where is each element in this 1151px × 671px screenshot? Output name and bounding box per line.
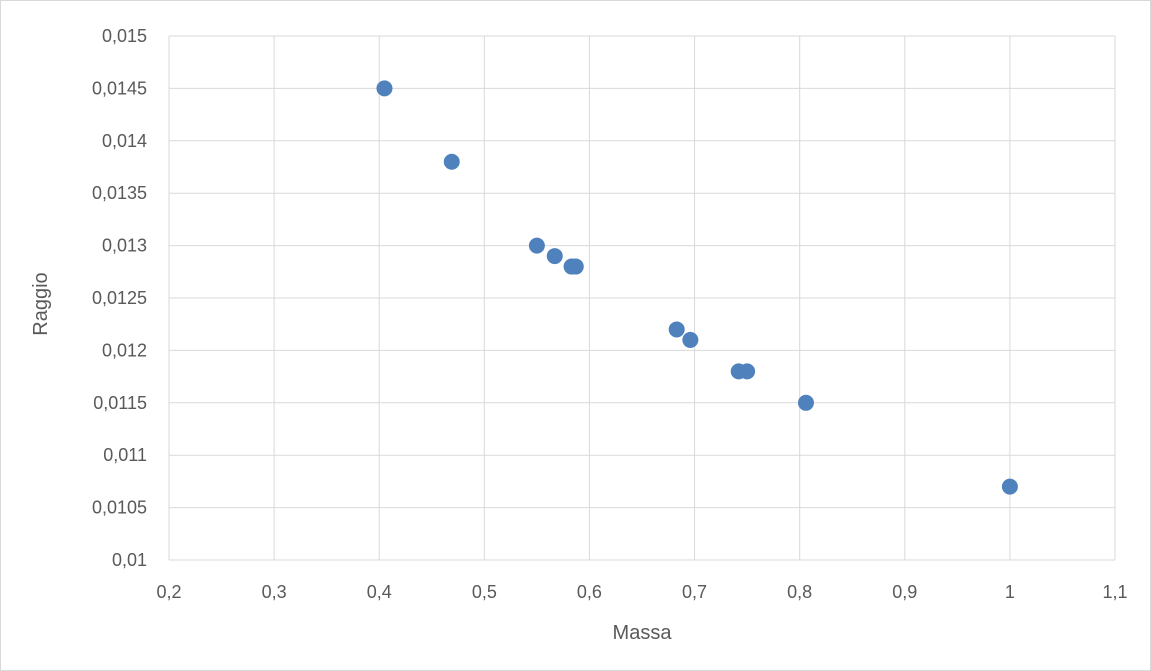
y-tick-label: 0,0115: [93, 393, 147, 413]
y-tick-label: 0,0135: [92, 183, 147, 203]
x-axis-tick-labels: 0,2 0,3 0,4 0,5 0,6 0,7 0,8 0,9 1 1,1: [156, 582, 1127, 602]
x-tick-label: 0,2: [156, 582, 181, 602]
data-point: [797, 394, 814, 411]
y-tick-label: 0,015: [102, 26, 147, 46]
y-tick-label: 0,01: [112, 550, 147, 570]
y-axis-title: Raggio: [30, 272, 52, 335]
data-point: [376, 80, 393, 97]
y-axis-tick-labels: 0,01 0,0105 0,011 0,0115 0,012 0,0125 0,013 0,0…: [92, 26, 147, 570]
x-tick-label: 0,5: [472, 582, 497, 602]
y-tick-label: 0,013: [102, 236, 147, 256]
grid-lines: [168, 35, 1116, 561]
data-point: [443, 153, 460, 170]
data-point: [739, 363, 756, 380]
data-point: [567, 258, 584, 275]
data-point: [528, 237, 545, 254]
x-tick-label: 0,6: [577, 582, 602, 602]
y-tick-label: 0,012: [102, 340, 147, 360]
y-tick-label: 0,011: [103, 445, 147, 465]
y-tick-label: 0,0125: [92, 288, 147, 308]
x-tick-label: 0,7: [682, 582, 707, 602]
data-point: [546, 248, 563, 265]
x-tick-label: 1,1: [1102, 582, 1127, 602]
x-tick-label: 1: [1005, 582, 1015, 602]
data-points: [376, 80, 1018, 495]
y-tick-label: 0,014: [102, 131, 147, 151]
y-tick-label: 0,0145: [92, 78, 147, 98]
x-tick-label: 0,3: [262, 582, 287, 602]
x-tick-label: 0,8: [787, 582, 812, 602]
data-point: [668, 321, 685, 338]
x-tick-label: 0,4: [367, 582, 392, 602]
data-point: [1001, 478, 1018, 495]
y-tick-label: 0,0105: [92, 498, 147, 518]
x-tick-label: 0,9: [892, 582, 917, 602]
data-point: [682, 331, 699, 348]
x-axis-title: Massa: [613, 622, 673, 644]
